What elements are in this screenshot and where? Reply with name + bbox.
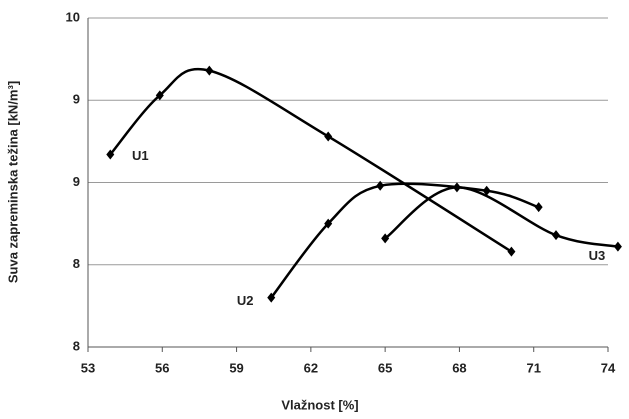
marker: [324, 131, 333, 142]
marker: [381, 233, 390, 244]
marker: [324, 218, 333, 229]
marker: [613, 241, 622, 252]
series-line: [109, 67, 513, 253]
marker: [482, 185, 491, 196]
x-tick-label: 62: [304, 360, 318, 375]
marker: [155, 90, 164, 101]
x-tick-label: 65: [378, 360, 392, 375]
x-tick-label: 56: [155, 360, 169, 375]
x-tick-label: 53: [81, 360, 95, 375]
y-tick-label: 8: [73, 256, 80, 271]
x-tick-label: 71: [526, 360, 540, 375]
marker: [205, 65, 214, 76]
x-axis-title: Vlažnost [%]: [281, 397, 358, 412]
series-label: U3: [589, 248, 606, 263]
x-tick-label: 74: [601, 360, 616, 375]
y-tick-label: 8: [73, 338, 80, 353]
x-tick-label: 59: [229, 360, 243, 375]
marker: [376, 180, 385, 191]
marker: [534, 202, 543, 213]
marker: [267, 292, 276, 303]
series-label: U2: [237, 293, 254, 308]
x-tick-label: 68: [452, 360, 466, 375]
series-line: [384, 186, 619, 248]
y-axis-title: Suva zapreminska težina [kN/m³]: [5, 81, 20, 283]
y-tick-label: 9: [73, 92, 80, 107]
series-label: U1: [132, 148, 149, 163]
y-tick-label: 9: [73, 174, 80, 189]
marker: [452, 182, 461, 193]
marker: [552, 230, 560, 241]
series-line: [270, 182, 540, 299]
marker: [507, 246, 516, 257]
marker: [106, 149, 115, 160]
y-tick-label: 10: [66, 9, 80, 24]
